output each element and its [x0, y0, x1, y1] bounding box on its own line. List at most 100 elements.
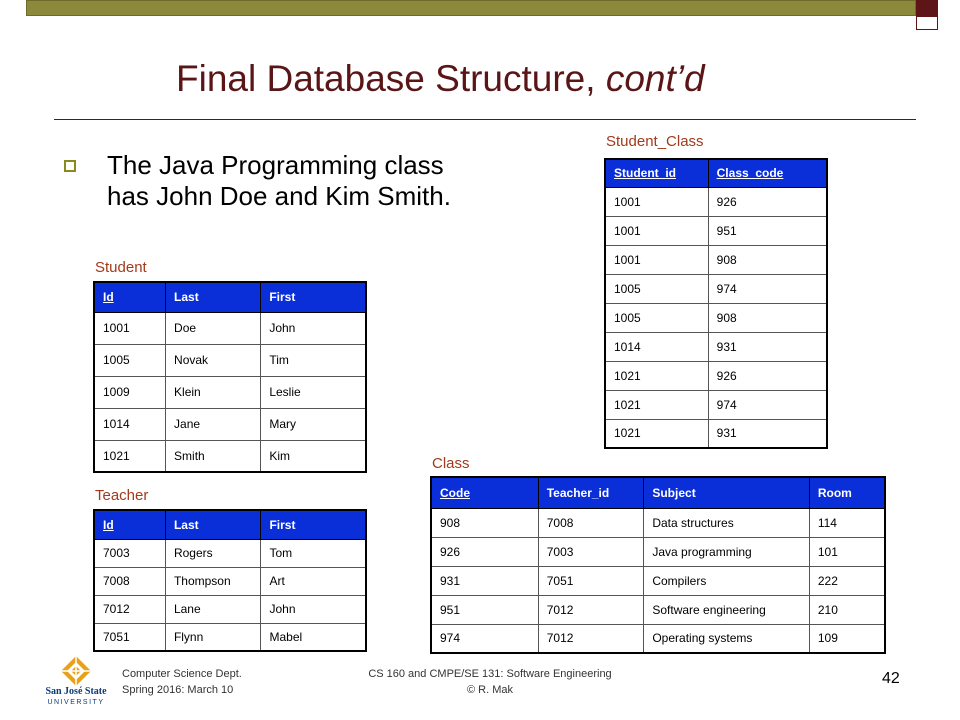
table-cell: 1001	[604, 244, 709, 275]
bullet-text: The Java Programming class has John Doe …	[107, 150, 577, 212]
table-cell: 7051	[93, 622, 166, 652]
table-cell: 7051	[537, 565, 645, 596]
class-caption: Class	[432, 455, 470, 472]
table-cell: 1021	[93, 439, 167, 473]
table-cell: 1021	[604, 389, 709, 420]
table-row: 1021 Smith Kim	[93, 439, 367, 473]
table-cell: 7003	[537, 536, 645, 567]
table-row: 7012 Lane John	[93, 594, 367, 624]
table-cell: 222	[808, 565, 886, 596]
bullet-line-1: The Java Programming class	[107, 150, 444, 180]
column-header: Student_id	[604, 158, 709, 188]
table-cell: 974	[707, 389, 828, 420]
table-cell: 951	[707, 215, 828, 246]
table-cell: 926	[430, 536, 539, 567]
table-row: 1005 Novak Tim	[93, 343, 367, 377]
footer-author: © R. Mak	[467, 684, 513, 696]
table-cell: 101	[808, 536, 886, 567]
table-header-row: Student_id Class_code	[604, 158, 828, 188]
table-cell: John	[260, 594, 367, 624]
table-cell: Rogers	[164, 538, 262, 568]
table-cell: 7012	[93, 594, 166, 624]
slide-title-main: Final Database Structure,	[176, 58, 596, 99]
column-header: Last	[164, 509, 262, 540]
column-header: Last	[165, 281, 262, 313]
footer-course: CS 160 and CMPE/SE 131: Software Enginee…	[368, 668, 612, 680]
table-cell: Klein	[165, 375, 262, 409]
table-cell: 1005	[93, 343, 167, 377]
table-cell: Leslie	[260, 375, 367, 409]
footer-center: CS 160 and CMPE/SE 131: Software Enginee…	[340, 666, 640, 698]
table-row: 1021 931	[604, 418, 828, 449]
table-row: 974 7012 Operating systems 109	[430, 623, 886, 654]
top-decoration-bar	[0, 0, 960, 30]
footer-dept: Computer Science Dept.	[122, 668, 242, 680]
table-cell: 7012	[537, 594, 645, 625]
column-header: First	[260, 509, 367, 540]
table-cell: Doe	[165, 311, 262, 345]
table-cell: Lane	[164, 594, 262, 624]
table-row: 1001 926	[604, 186, 828, 217]
table-row: 7003 Rogers Tom	[93, 538, 367, 568]
outline-block	[916, 16, 938, 30]
table-cell: Tim	[260, 343, 367, 377]
table-cell: 1005	[604, 273, 709, 304]
table-row: 7008 Thompson Art	[93, 566, 367, 596]
student-class-table: Student_id Class_code 1001 926 1001 951 1001 9…	[604, 158, 828, 449]
table-cell: 1014	[93, 407, 167, 441]
square-bullet-icon	[64, 160, 76, 172]
table-cell: 1001	[604, 215, 709, 246]
table-cell: 926	[707, 360, 828, 391]
table-row: 951 7012 Software engineering 210	[430, 594, 886, 625]
table-row: 1001 951	[604, 215, 828, 246]
column-header: Id	[93, 281, 167, 313]
table-cell: Jane	[165, 407, 262, 441]
table-row: 1021 926	[604, 360, 828, 391]
table-cell: 1001	[93, 311, 167, 345]
table-row: 1014 Jane Mary	[93, 407, 367, 441]
table-cell: 114	[808, 507, 886, 538]
table-cell: 926	[707, 186, 828, 217]
table-cell: 931	[707, 418, 828, 449]
table-cell: 1009	[93, 375, 167, 409]
page-number: 42	[882, 670, 900, 687]
table-cell: John	[260, 311, 367, 345]
teacher-caption: Teacher	[95, 487, 149, 504]
table-cell: Smith	[165, 439, 262, 473]
table-row: 1021 974	[604, 389, 828, 420]
table-header-row: Id Last First	[93, 281, 367, 313]
bullet-line-2: has John Doe and Kim Smith.	[107, 181, 451, 211]
column-header: Room	[808, 476, 886, 509]
student-table: Id Last First 1001 Doe John 1005 Novak Tim 1009 K…	[93, 281, 367, 473]
column-header: Class_code	[707, 158, 828, 188]
table-cell: 7012	[537, 623, 645, 654]
table-row: 908 7008 Data structures 114	[430, 507, 886, 538]
column-header: Code	[430, 476, 539, 509]
table-cell: 931	[430, 565, 539, 596]
logo-wordmark: San José State	[45, 686, 107, 697]
table-cell: 210	[808, 594, 886, 625]
table-cell: Software engineering	[643, 594, 810, 625]
table-cell: Tom	[260, 538, 367, 568]
table-cell: Mary	[260, 407, 367, 441]
column-header: Subject	[643, 476, 810, 509]
column-header: Id	[93, 509, 166, 540]
sjsu-logo-icon	[61, 656, 91, 686]
table-header-row: Id Last First	[93, 509, 367, 540]
table-row: 7051 Flynn Mabel	[93, 622, 367, 652]
table-row: 1014 931	[604, 331, 828, 362]
table-cell: Compilers	[643, 565, 810, 596]
student-caption: Student	[95, 259, 147, 276]
table-cell: 1014	[604, 331, 709, 362]
table-cell: Thompson	[164, 566, 262, 596]
table-cell: Java programming	[643, 536, 810, 567]
footer-date: Spring 2016: March 10	[122, 684, 234, 696]
teacher-table: Id Last First 7003 Rogers Tom 7008 Thompson Art…	[93, 509, 367, 652]
table-cell: 974	[707, 273, 828, 304]
logo-university: UNIVERSITY	[47, 699, 105, 706]
table-row: 1001 Doe John	[93, 311, 367, 345]
student-class-caption: Student_Class	[606, 133, 704, 150]
table-cell: Data structures	[643, 507, 810, 538]
table-row: 926 7003 Java programming 101	[430, 536, 886, 567]
table-cell: Operating systems	[643, 623, 810, 654]
